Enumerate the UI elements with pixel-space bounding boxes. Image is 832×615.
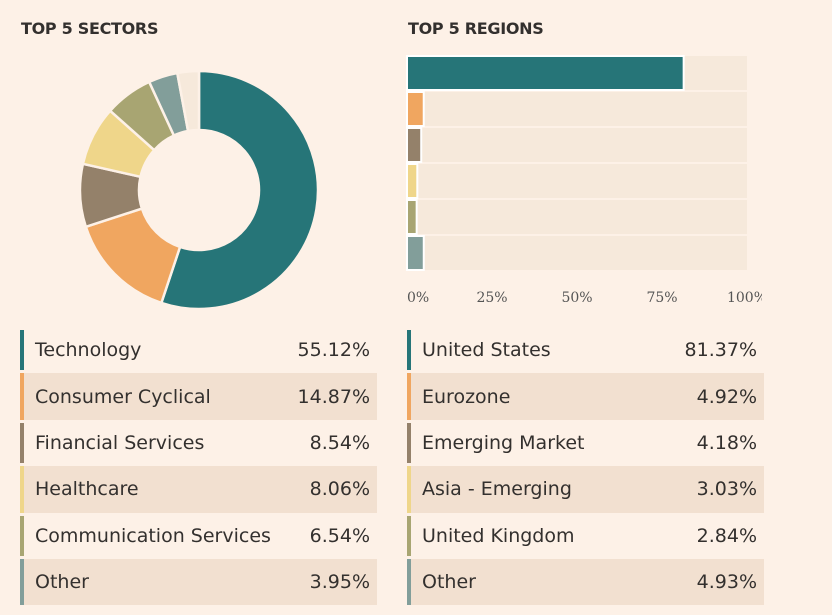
legend-row: Communication Services 6.54% — [20, 513, 377, 559]
region-bar — [406, 127, 423, 163]
bar-track — [407, 128, 747, 162]
legend-value: 14.87% — [297, 385, 370, 408]
legend-value: 8.54% — [309, 431, 370, 454]
legend-marker — [407, 558, 411, 606]
bar-track — [407, 92, 747, 126]
legend-label: Other — [422, 571, 476, 594]
donut-slice — [159, 69, 320, 311]
legend-label: Other — [35, 571, 89, 594]
legend-marker — [20, 558, 24, 606]
legend-value: 4.18% — [696, 431, 757, 454]
legend-row: Emerging Market 4.18% — [407, 420, 764, 466]
sectors-title: TOP 5 SECTORS — [21, 19, 159, 38]
legend-marker — [20, 330, 24, 371]
legend-value: 2.84% — [696, 524, 757, 547]
x-tick-label: 0% — [407, 290, 429, 306]
legend-marker — [407, 422, 411, 464]
region-bar — [406, 91, 425, 127]
legend-value: 55.12% — [297, 339, 370, 362]
legend-label: United Kingdom — [422, 524, 575, 547]
legend-marker — [407, 373, 411, 420]
region-bar — [406, 55, 685, 91]
bar-track — [407, 200, 747, 234]
legend-label: Consumer Cyclical — [35, 385, 211, 408]
regions-bar-chart: 0% 25% 50% 75% 100% — [406, 55, 762, 306]
legend-value: 3.03% — [696, 478, 757, 501]
donut-slice — [175, 69, 201, 133]
region-bar — [406, 235, 425, 271]
legend-marker — [20, 422, 24, 464]
legend-value: 8.06% — [309, 478, 370, 501]
legend-marker — [407, 515, 411, 556]
legend-marker — [20, 373, 24, 420]
legend-label: Financial Services — [35, 431, 205, 454]
region-bar — [406, 199, 418, 235]
legend-row: Other 3.95% — [20, 558, 377, 606]
legend-marker — [407, 466, 411, 513]
sectors-donut-chart — [78, 69, 320, 311]
legend-row: United Kingdom 2.84% — [407, 513, 764, 559]
legend-label: Technology — [35, 339, 142, 362]
region-bar — [406, 163, 419, 199]
legend-label: United States — [422, 339, 551, 362]
x-tick-label: 50% — [561, 290, 592, 306]
legend-value: 3.95% — [309, 571, 370, 594]
legend-label: Eurozone — [422, 385, 511, 408]
legend-marker — [20, 466, 24, 513]
x-tick-label: 25% — [476, 290, 507, 306]
bar-track — [407, 164, 747, 198]
legend-row: United States 81.37% — [407, 327, 764, 373]
legend-value: 4.92% — [696, 385, 757, 408]
sectors-legend: Technology 55.12% Consumer Cyclical 14.8… — [20, 327, 377, 606]
legend-row: Other 4.93% — [407, 558, 764, 606]
legend-value: 6.54% — [309, 524, 370, 547]
legend-label: Emerging Market — [422, 431, 585, 454]
legend-label: Asia - Emerging — [422, 478, 572, 501]
legend-marker — [407, 330, 411, 371]
legend-row: Financial Services 8.54% — [20, 420, 377, 466]
x-tick-label: 75% — [646, 290, 677, 306]
regions-title: TOP 5 REGIONS — [408, 19, 544, 38]
regions-legend: United States 81.37% Eurozone 4.92% Emer… — [407, 327, 764, 606]
legend-row: Eurozone 4.92% — [407, 373, 764, 420]
legend-value: 81.37% — [684, 339, 757, 362]
legend-row: Technology 55.12% — [20, 327, 377, 373]
legend-label: Healthcare — [35, 478, 139, 501]
legend-value: 4.93% — [696, 571, 757, 594]
legend-row: Healthcare 8.06% — [20, 466, 377, 513]
bar-track — [407, 236, 747, 270]
legend-row: Consumer Cyclical 14.87% — [20, 373, 377, 420]
legend-row: Asia - Emerging 3.03% — [407, 466, 764, 513]
legend-marker — [20, 515, 24, 556]
x-tick-label: 100% — [727, 290, 762, 306]
legend-label: Communication Services — [35, 524, 271, 547]
